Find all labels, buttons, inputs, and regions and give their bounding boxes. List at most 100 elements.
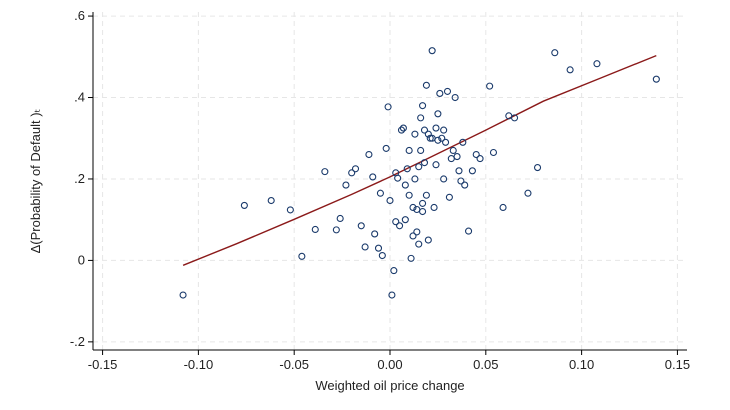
data-point (399, 124, 407, 132)
x-tick-label: 0.15 (665, 357, 690, 372)
data-point (432, 124, 440, 132)
data-point (417, 114, 425, 122)
data-point (457, 177, 465, 185)
data-point (417, 146, 425, 155)
data-point (566, 66, 574, 74)
data-point (451, 93, 459, 102)
data-point (533, 164, 542, 172)
data-point (472, 150, 480, 159)
data-point (551, 49, 559, 57)
data-point (438, 134, 446, 142)
y-tick-label: .6 (74, 8, 85, 23)
data-point (351, 165, 360, 173)
fit-line (182, 54, 657, 266)
data-point (420, 126, 429, 134)
data-point (440, 126, 448, 134)
points-layer (179, 47, 660, 299)
data-point (424, 236, 432, 244)
data-point (445, 193, 453, 201)
data-point (357, 222, 365, 230)
y-tick-label: -.2 (70, 334, 85, 349)
data-point (419, 102, 427, 110)
data-point (321, 168, 329, 176)
y-tick-label: .2 (74, 171, 85, 186)
data-point (476, 155, 484, 163)
data-point (336, 214, 344, 223)
data-point (409, 203, 417, 212)
data-point (652, 75, 660, 83)
data-point (378, 251, 386, 260)
data-point (459, 138, 467, 146)
data-point (397, 126, 406, 134)
x-tick-label: -0.15 (88, 357, 118, 372)
data-point (419, 199, 427, 207)
axes: -0.15 -0.10 -0.05 0.00 0.05 0.10 0.15 -.2 0 .2 .4.… (70, 8, 690, 372)
data-point (434, 110, 442, 118)
x-tick-label: -0.05 (279, 357, 309, 372)
x-axis-title: Weighted oil price change (315, 378, 464, 393)
data-point (413, 228, 421, 236)
grid (93, 12, 687, 350)
data-point (455, 167, 463, 175)
data-point (420, 159, 429, 167)
data-point (432, 161, 440, 169)
data-point (434, 136, 442, 144)
data-point (342, 181, 350, 189)
data-point (442, 138, 450, 146)
x-tick-label: 0.10 (569, 357, 594, 372)
data-point (486, 82, 494, 90)
data-point (332, 226, 340, 234)
data-point (386, 196, 394, 205)
data-point (382, 144, 390, 152)
data-point (369, 173, 377, 181)
data-point (401, 216, 409, 224)
data-point (426, 134, 434, 142)
data-point (593, 60, 601, 68)
fit-line-layer (182, 54, 657, 266)
data-point (415, 163, 423, 171)
data-point (461, 181, 469, 189)
data-point (298, 252, 306, 260)
data-point (365, 150, 373, 159)
data-point (392, 218, 400, 226)
data-point (394, 174, 402, 182)
data-point (390, 267, 398, 275)
y-tick-label: 0 (78, 252, 85, 267)
data-point (311, 225, 319, 234)
x-tick-label: 0.00 (377, 357, 402, 372)
data-point (179, 291, 187, 299)
data-point (240, 201, 248, 209)
data-point (436, 89, 444, 97)
data-point (430, 203, 438, 212)
data-point (449, 146, 457, 155)
x-tick-label: 0.05 (473, 357, 498, 372)
data-point (499, 203, 507, 212)
data-point (468, 167, 476, 175)
data-point (443, 87, 452, 95)
data-point (403, 165, 411, 173)
data-point (411, 130, 419, 138)
data-point (361, 243, 369, 251)
data-point (428, 47, 436, 55)
data-point (407, 254, 415, 262)
data-point (422, 191, 430, 199)
data-point (388, 291, 396, 299)
data-point (409, 232, 417, 240)
data-point (405, 191, 413, 199)
data-point (384, 103, 392, 111)
data-point (422, 81, 430, 89)
data-point (415, 240, 423, 248)
x-tick-label: -0.10 (184, 357, 214, 372)
data-point (376, 189, 384, 197)
data-point (440, 175, 448, 183)
data-point (396, 222, 404, 230)
data-point (374, 244, 383, 252)
y-axis-title: Δ(Probability of Default )ₜ (28, 108, 43, 253)
y-tick-label: .4 (74, 90, 85, 105)
data-point (424, 130, 432, 138)
data-point (401, 181, 409, 189)
data-point (524, 189, 532, 197)
data-point (419, 207, 427, 216)
